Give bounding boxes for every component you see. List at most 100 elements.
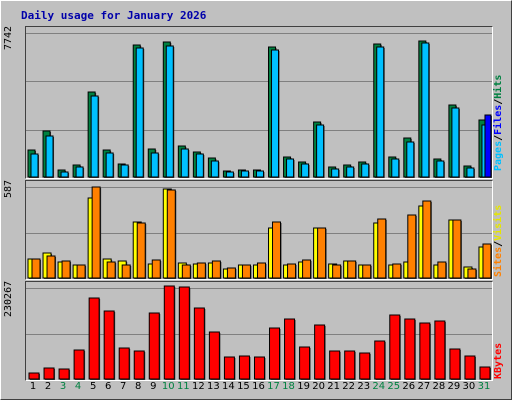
visits-sites-legend: Sites/Visits [493,197,511,277]
sites-bar [392,263,402,279]
sites-bar [437,261,447,279]
sites-bar [61,260,71,279]
files-bar [150,152,159,178]
day-label: 6 [104,381,112,392]
legend-pages: Pages [493,140,504,171]
hits-max-label: 7742 [3,26,14,51]
visits-sites-panel [25,180,493,280]
kbytes-bar [329,350,341,380]
files-bar [30,153,39,178]
kbytes-bar [193,307,205,380]
sites-bar [241,264,251,279]
sites-bar [287,263,297,279]
files-bar [225,171,234,178]
files-bar [421,42,430,178]
hits-files-pages-plot [26,33,492,178]
day-label: 28 [432,381,446,392]
files-bar [331,168,340,178]
kbytes-bar [314,324,326,380]
files-bar [90,95,99,178]
kbytes-bar [73,349,85,380]
kbytes-bar [404,318,416,380]
hits-files-pages-panel [25,26,493,179]
legend-sep-2: / [493,98,504,105]
sites-bar [302,259,312,279]
day-label: 27 [417,381,431,392]
day-label: 30 [462,381,476,392]
kbytes-bar [28,372,40,380]
files-bar [105,152,114,178]
files-bar [60,171,69,178]
day-label: 25 [387,381,401,392]
day-label: 23 [357,381,371,392]
kbytes-bar [58,368,70,380]
day-label: 18 [282,381,295,392]
files-bar [240,170,249,178]
day-label: 1 [29,381,37,392]
files-bar [75,166,84,178]
sites-bar [136,222,146,279]
files-bar [135,47,144,178]
files-bar [165,45,174,178]
day-label: 20 [312,381,325,392]
files-bar [45,135,54,178]
sites-bar [347,260,357,279]
sites-bar [256,262,266,279]
day-label: 9 [150,381,157,392]
files-bar [391,158,400,178]
day-label: 24 [372,381,386,392]
sites-bar [91,186,101,279]
sites-bar [377,218,387,279]
kbytes-legend: KBytes [493,331,511,379]
kbytes-bar [208,331,220,380]
sites-bar [76,264,86,279]
files-bar [210,160,219,178]
day-label: 31 [477,381,491,392]
sites-bar [181,264,191,279]
files-bar [466,167,475,178]
day-label: 26 [402,381,416,392]
files-bar [180,148,189,178]
kbytes-bar [269,327,281,380]
visits-sites-plot [26,186,492,279]
kbytes-bar [163,285,175,380]
hits-files-pages-legend: Pages/Files/Hits [493,31,511,171]
kbytes-bar [133,350,145,380]
files-bar [406,141,415,178]
day-label: 5 [89,381,97,392]
day-label: 29 [447,381,461,392]
files-bar [316,124,325,178]
kbytes-bar [359,352,371,380]
legend-visits: Visits [493,204,504,241]
sites-bar [272,221,282,279]
files-bar [255,170,264,178]
day-label: 13 [207,381,220,392]
kbytes-bar [253,356,265,380]
sites-bar [332,264,342,279]
kbytes-plot [26,285,492,380]
files-bar [286,158,295,178]
sites-bar [166,189,176,279]
files-bar [451,107,460,178]
legend-files: Files [493,104,504,135]
files-bar [346,166,355,178]
day-label: 12 [191,381,205,392]
kbytes-bar [43,367,55,380]
kbytes-bar [419,322,431,380]
sites-bar [467,268,477,279]
sites-bar [452,219,462,279]
chart-title: Daily usage for January 2026 [21,9,207,22]
sites-max-label: 587 [3,180,14,199]
sites-bar [211,260,221,279]
sites-bar [46,255,56,279]
sites-bar [196,262,206,279]
legend-sep-3: / [493,240,504,247]
kbytes-bar [223,356,235,380]
day-label: 17 [267,381,280,392]
kbytes-bar [103,310,115,380]
kbytes-bar [449,348,461,380]
day-label: 21 [327,381,340,392]
legend-sep-1: / [493,134,504,141]
kbytes-bar [178,286,190,380]
kbytes-panel [25,281,493,381]
